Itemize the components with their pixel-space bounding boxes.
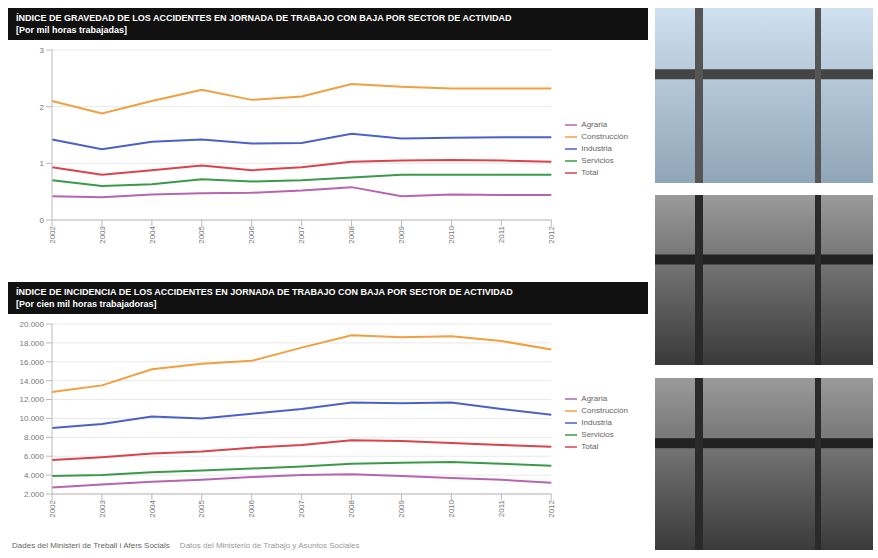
svg-text:2011: 2011 — [497, 499, 506, 517]
svg-text:0: 0 — [40, 216, 45, 225]
html-text:[Por mil horas trabajadas]: [Por mil horas trabajadas] — [16, 25, 127, 35]
html-text:Agraria: Agraria — [581, 119, 608, 129]
svg-text:2011: 2011 — [497, 225, 506, 243]
svg-text:16.000: 16.000 — [20, 358, 45, 367]
svg-text:2007: 2007 — [297, 225, 306, 243]
html-text:Dades del Ministeri de Treball: Dades del Ministeri de Treball i Afers S… — [12, 541, 170, 550]
html-text:Industria: Industria — [581, 144, 612, 153]
html-text:Servicios: Servicios — [581, 430, 614, 440]
svg-text:2005: 2005 — [197, 499, 206, 517]
svg-text:6.000: 6.000 — [24, 452, 45, 461]
html-text:Total: Total — [581, 168, 599, 178]
svg-text:2008: 2008 — [347, 225, 356, 243]
svg-text:2009: 2009 — [397, 225, 406, 243]
svg-text:2010: 2010 — [447, 499, 456, 517]
svg-text:4.000: 4.000 — [24, 471, 45, 480]
svg-text:2002: 2002 — [48, 499, 57, 517]
svg-text:8.000: 8.000 — [24, 433, 45, 442]
svg-text:2007: 2007 — [297, 499, 306, 517]
svg-text:12.000: 12.000 — [20, 395, 45, 404]
svg-text:2012: 2012 — [547, 499, 556, 517]
svg-text:2003: 2003 — [98, 499, 107, 517]
svg-text:2003: 2003 — [98, 225, 107, 243]
html-text:ÍNDICE DE GRAVEDAD DE LOS ACCI: ÍNDICE DE GRAVEDAD DE LOS ACCIDENTES EN … — [16, 13, 512, 23]
svg-text:2: 2 — [40, 103, 45, 112]
html-text:Construcción: Construcción — [581, 131, 628, 141]
html-text:Datos del Ministerio de Trabaj: Datos del Ministerio de Trabajo y Asunto… — [179, 541, 360, 550]
svg-text:18.000: 18.000 — [20, 339, 45, 348]
html-text:Construcción: Construcción — [581, 405, 628, 415]
svg-text:3: 3 — [40, 46, 45, 55]
svg-text:14.000: 14.000 — [20, 377, 45, 386]
svg-text:2012: 2012 — [547, 225, 556, 243]
html-text:Industria: Industria — [581, 418, 612, 427]
svg-text:2008: 2008 — [347, 499, 356, 517]
svg-text:2010: 2010 — [447, 225, 456, 243]
svg-text:20.000: 20.000 — [20, 320, 45, 329]
html-text:ÍNDICE DE INCIDENCIA DE LOS AC: ÍNDICE DE INCIDENCIA DE LOS ACCIDENTES E… — [16, 287, 513, 297]
svg-text:1: 1 — [40, 159, 45, 168]
svg-text:2005: 2005 — [197, 225, 206, 243]
svg-text:2004: 2004 — [148, 225, 157, 243]
html-text:Servicios: Servicios — [581, 156, 614, 166]
svg-text:2006: 2006 — [247, 225, 256, 243]
svg-text:10.000: 10.000 — [20, 414, 45, 423]
html-text:[Por cien mil horas trabajador: [Por cien mil horas trabajadoras] — [16, 299, 157, 309]
html-text:Agraria: Agraria — [581, 393, 608, 403]
html-text:Total: Total — [581, 442, 599, 452]
svg-text:2006: 2006 — [247, 499, 256, 517]
svg-text:2002: 2002 — [48, 225, 57, 243]
svg-text:2004: 2004 — [148, 499, 157, 517]
svg-text:2009: 2009 — [397, 499, 406, 517]
svg-text:2.000: 2.000 — [24, 490, 45, 499]
